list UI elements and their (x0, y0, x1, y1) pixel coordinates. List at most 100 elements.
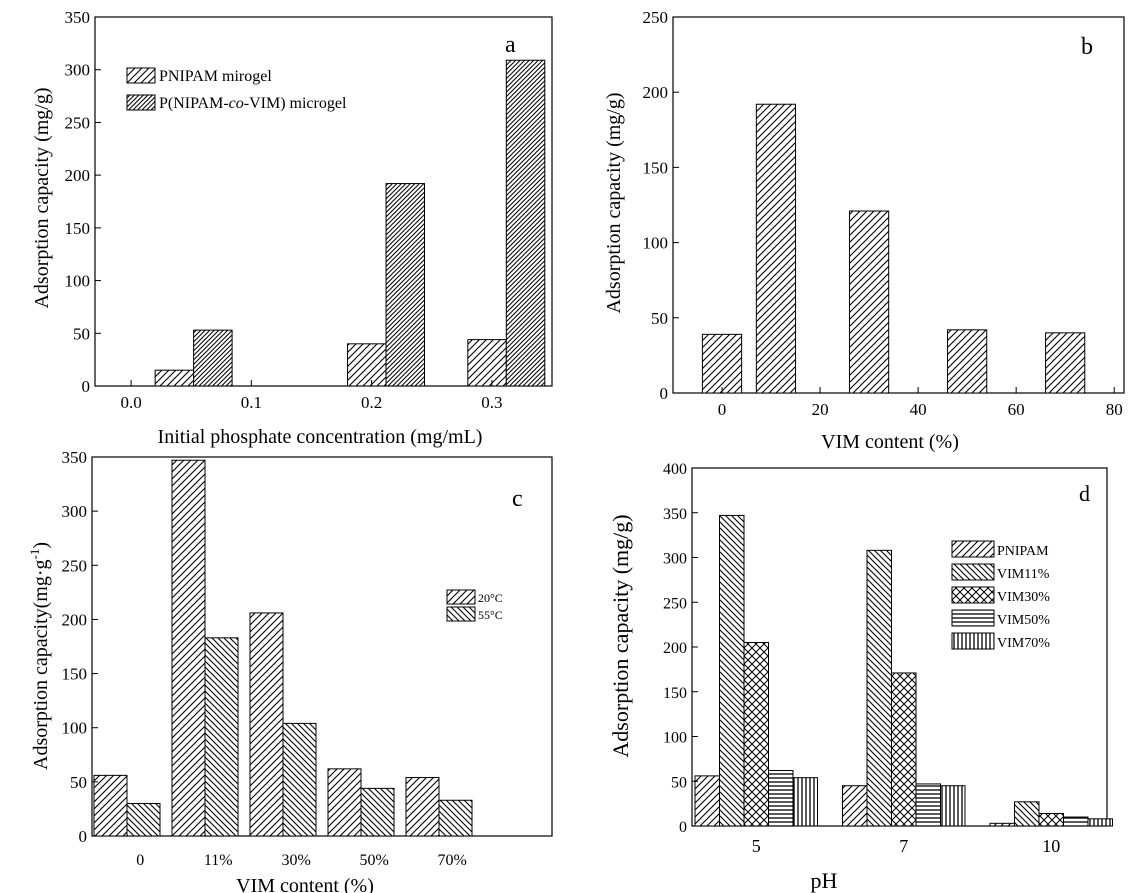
legend-swatch-20c (446, 589, 476, 605)
x-tick-label: 50% (360, 852, 389, 869)
bar-b-s0-4 (1045, 332, 1086, 394)
panel-a-ylabel: Adsorption capacity (mg/g) (31, 87, 53, 308)
bar-b-s0-1 (755, 103, 797, 394)
y-tick-label: 0 (79, 827, 88, 846)
legend-swatch-vim50 (951, 609, 995, 627)
x-tick-label: 0 (136, 852, 144, 869)
bar-d-s1-2 (1014, 801, 1040, 827)
panel-a-axes (94, 16, 553, 387)
bar-a-s1-0 (193, 329, 233, 387)
y-tick-label: 400 (663, 461, 687, 478)
y-tick-label: 150 (643, 158, 669, 177)
bar-b-s0-3 (947, 329, 988, 394)
y-tick-label: 200 (62, 610, 88, 629)
x-tick-label: 80 (1106, 400, 1123, 419)
y-tick-label: 50 (73, 324, 90, 343)
panel-a-ticks: 0 50 100 150 200 250 300 350 0.0 0.1 0.2 0.3 (65, 8, 503, 412)
panel-b-letter: b (1081, 34, 1093, 60)
y-tick-label: 50 (651, 309, 668, 328)
panel-c-ylabel: Adsorption capacity(mg·g-1) (27, 542, 52, 770)
x-tick-label: 10 (1042, 836, 1060, 856)
bar-d-s3-0 (768, 770, 794, 827)
panel-a: 0 50 100 150 200 250 300 350 0.0 0.1 0.2 0.3 a PNIP… (31, 8, 553, 448)
x-tick-label: 60 (1008, 400, 1025, 419)
panel-c-legend: 20°C 55°C (446, 589, 503, 622)
y-tick-label: 150 (62, 665, 88, 684)
legend-swatch-pnipam-d (951, 540, 995, 558)
y-tick-label: 150 (65, 219, 91, 238)
panel-d-legend: PNIPAM VIM11% VIM30% VIM50% VIM70% (951, 540, 1050, 651)
bar-a-s0-0 (154, 369, 195, 387)
x-tick-label: 0 (718, 400, 727, 419)
x-tick-label: 20 (812, 400, 829, 419)
legend-label-vim50: VIM50% (997, 613, 1050, 628)
bar-a-s0-2 (467, 339, 507, 387)
bar-c-s0-0 (93, 774, 128, 837)
x-tick-label: 30% (282, 852, 311, 869)
bar-d-s2-1 (891, 672, 917, 827)
legend-label-vim30: VIM30% (997, 590, 1050, 605)
panel-b-ticks: 0 50 100 150 200 250 0 20 40 60 80 (643, 8, 1123, 419)
legend-swatch-55c (446, 606, 476, 622)
bar-a-s0-1 (347, 343, 387, 387)
panel-d-letter: d (1079, 481, 1090, 506)
y-tick-label: 350 (663, 506, 687, 523)
y-tick-label: 250 (663, 595, 687, 612)
legend-label-55c: 55°C (478, 608, 503, 622)
y-tick-label: 50 (70, 773, 87, 792)
panel-c-ticks: 0 50 100 150 200 250 300 350 0 11% 30% 50% 70% (62, 448, 467, 869)
bar-c-s1-1 (204, 637, 239, 837)
legend-label-pnipam: PNIPAM mirogel (159, 68, 272, 85)
panel-c-letter: c (512, 486, 523, 512)
x-tick-label: 0.2 (361, 393, 382, 412)
legend-swatch-copolymer (126, 94, 156, 111)
legend-label-20c: 20°C (478, 591, 503, 605)
y-tick-label: 200 (643, 83, 669, 102)
x-tick-label: 40 (910, 400, 927, 419)
y-tick-label: 100 (643, 234, 669, 253)
x-tick-label: 7 (899, 836, 908, 856)
bar-d-s0-1 (842, 785, 868, 827)
y-tick-label: 150 (663, 685, 687, 702)
panel-d-ticks: 0 50 100 150 200 250 300 350 400 5 7 10 (663, 461, 1060, 856)
panel-d-xlabel: pH (811, 868, 838, 893)
bar-c-s1-0 (126, 803, 161, 837)
y-tick-label: 0 (660, 384, 669, 403)
panel-b: 0 50 100 150 200 250 0 20 40 60 80 b VIM content (… (603, 8, 1125, 453)
y-tick-label: 100 (62, 719, 88, 738)
legend-swatch-vim11 (951, 563, 995, 581)
y-tick-label: 0 (679, 819, 687, 836)
y-tick-label: 200 (663, 640, 687, 657)
legend-swatch-pnipam (126, 67, 156, 84)
y-tick-label: 200 (65, 166, 91, 185)
legend-swatch-vim30 (951, 586, 995, 604)
y-tick-label: 100 (65, 272, 91, 291)
x-tick-label: 0.0 (120, 393, 141, 412)
panel-d-ylabel: Adsorption capacity (mg/g) (608, 514, 633, 757)
y-tick-label: 350 (65, 8, 91, 27)
panel-c-bars (93, 459, 473, 837)
legend-swatch-vim70 (951, 632, 995, 650)
panel-b-xlabel: VIM content (%) (821, 431, 959, 453)
plot-frame (91, 456, 553, 837)
bar-b-s0-2 (848, 210, 890, 394)
panel-b-axes (672, 16, 1125, 394)
bar-d-s1-1 (866, 549, 892, 827)
panel-a-legend: PNIPAM mirogel P(NIPAM-co-VIM) microgel (126, 67, 347, 112)
panel-a-xlabel: Initial phosphate concentration (mg/mL) (158, 426, 483, 448)
bar-c-s1-3 (360, 787, 395, 837)
bar-c-s1-2 (282, 722, 317, 837)
bar-c-s0-3 (327, 768, 362, 837)
y-tick-label: 250 (643, 8, 669, 27)
bar-d-s1-0 (719, 514, 745, 827)
legend-label-vim70: VIM70% (997, 636, 1050, 651)
y-tick-label: 350 (62, 448, 88, 467)
bar-c-s0-4 (405, 777, 440, 837)
panel-b-bars (701, 103, 1086, 394)
bar-a-s1-2 (505, 59, 546, 387)
bar-d-s4-0 (792, 777, 818, 827)
x-tick-label: 11% (204, 852, 233, 869)
legend-label-copolymer: P(NIPAM-co-VIM) microgel (159, 95, 347, 112)
bar-a-s1-1 (385, 183, 426, 387)
